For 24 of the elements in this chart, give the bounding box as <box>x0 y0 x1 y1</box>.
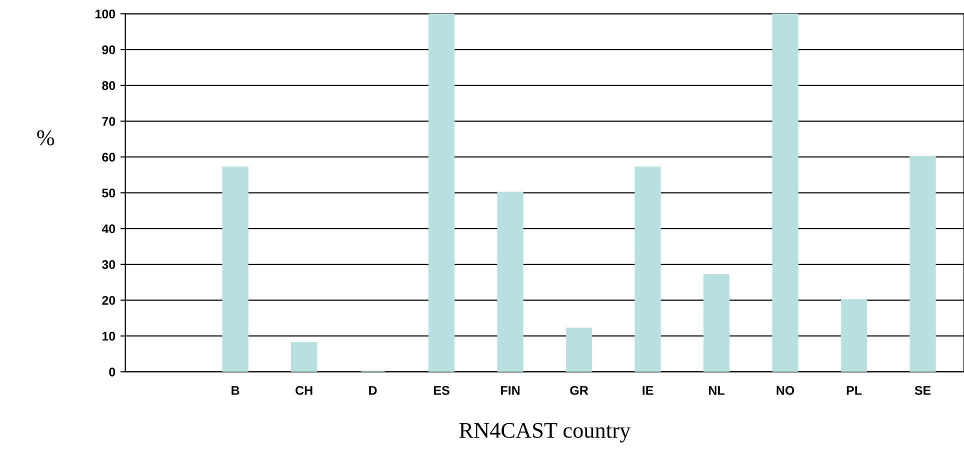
y-tick-label: 90 <box>102 45 116 54</box>
x-tick-label: NL <box>709 386 724 395</box>
x-tick-label: GR <box>570 386 588 395</box>
x-tick-label: PL <box>846 386 862 395</box>
x-tick-label: FIN <box>501 386 520 395</box>
x-tick-label: ES <box>434 386 450 395</box>
y-tick-label: 100 <box>96 10 116 18</box>
x-tick-label: D <box>369 386 377 395</box>
y-tick-label: 10 <box>102 332 116 341</box>
y-tick-label: 80 <box>102 81 116 90</box>
x-tick-label: SE <box>914 386 931 395</box>
y-tick-label: 50 <box>102 188 116 198</box>
y-tick-label: 70 <box>102 116 116 126</box>
y-axis-title: % <box>37 130 54 146</box>
y-tick-label: 40 <box>102 224 116 234</box>
x-axis-title: RN4CAST country <box>459 422 630 442</box>
x-tick-label: B <box>232 386 240 395</box>
y-tick-label: 60 <box>102 152 116 162</box>
x-tick-label: NO <box>776 386 794 395</box>
x-tick-label: CH <box>296 386 312 395</box>
y-tick-label: 0 <box>109 368 116 376</box>
x-tick-label: IE <box>642 386 654 395</box>
y-tick-label: 20 <box>102 296 116 305</box>
y-tick-label: 30 <box>102 260 116 270</box>
